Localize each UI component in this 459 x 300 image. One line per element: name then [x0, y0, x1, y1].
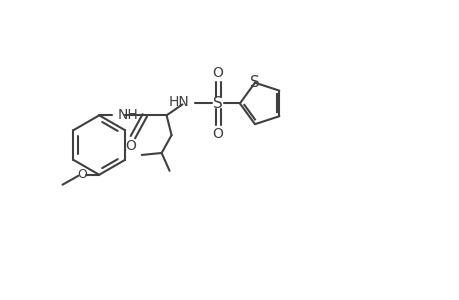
Text: O: O [125, 139, 136, 153]
Text: NH: NH [118, 108, 139, 122]
Text: S: S [213, 96, 223, 111]
Text: O: O [212, 127, 223, 141]
Text: O: O [212, 66, 223, 80]
Text: S: S [250, 75, 259, 90]
Text: HN: HN [168, 95, 189, 110]
Text: O: O [77, 168, 87, 181]
